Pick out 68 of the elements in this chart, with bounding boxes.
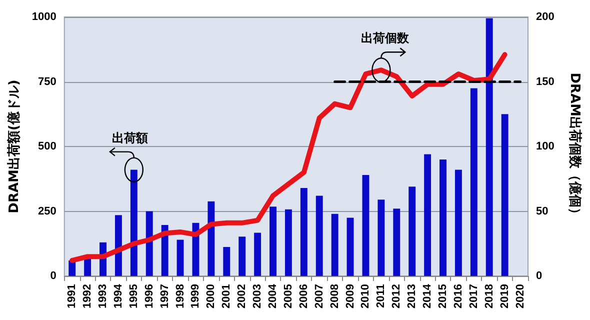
y2-tick-label: 50 bbox=[536, 205, 548, 218]
bar bbox=[362, 174, 370, 276]
x-tick-label: 2011 bbox=[375, 284, 388, 308]
y2-axis-title: DRAM出荷個数（億個） bbox=[567, 72, 583, 220]
bar bbox=[130, 170, 138, 276]
x-tick-label: 2005 bbox=[282, 284, 294, 308]
bar bbox=[238, 236, 246, 276]
x-tick-label: 2017 bbox=[468, 284, 480, 308]
bar bbox=[146, 211, 153, 276]
bar bbox=[501, 114, 508, 276]
x-tick-label: 2008 bbox=[328, 284, 341, 308]
bar bbox=[270, 206, 276, 276]
x-tick-label: 1991 bbox=[66, 284, 78, 308]
bar bbox=[208, 201, 215, 276]
bar bbox=[486, 18, 493, 276]
bar bbox=[300, 188, 308, 276]
x-tick-label: 2006 bbox=[298, 284, 310, 308]
bar bbox=[176, 240, 184, 276]
x-tick-label: 2002 bbox=[236, 284, 248, 308]
y-tick-label: 500 bbox=[38, 140, 56, 152]
y2-tick-label: 150 bbox=[536, 76, 554, 88]
annotation: 出荷額 bbox=[112, 130, 148, 147]
x-tick-label: 2014 bbox=[422, 283, 434, 308]
bar bbox=[331, 214, 338, 276]
bar bbox=[284, 209, 292, 276]
x-tick-label: 1997 bbox=[158, 284, 171, 308]
bar bbox=[254, 232, 262, 276]
x-tick-label: 2003 bbox=[252, 284, 264, 308]
bar bbox=[316, 196, 323, 276]
x-tick-label: 2013 bbox=[406, 284, 418, 308]
bar bbox=[454, 170, 462, 276]
x-tick-label: 1993 bbox=[97, 284, 110, 308]
x-tick-label: 2019 bbox=[498, 284, 511, 308]
y-tick-label: 0 bbox=[50, 270, 56, 282]
x-tick-label: 2000 bbox=[205, 284, 218, 308]
x-tick-label: 2018 bbox=[483, 284, 496, 308]
x-tick-label: 2004 bbox=[267, 283, 280, 308]
bar bbox=[114, 215, 122, 276]
y-tick-label: 1000 bbox=[32, 11, 56, 23]
x-tick-label: 2009 bbox=[344, 284, 356, 308]
bar bbox=[424, 154, 432, 276]
bar bbox=[470, 88, 478, 276]
x-tick-label: 2007 bbox=[313, 284, 326, 308]
x-tick-label: 2016 bbox=[452, 284, 464, 308]
x-tick-label: 2012 bbox=[390, 284, 403, 308]
bar bbox=[223, 246, 230, 276]
bar bbox=[440, 159, 446, 276]
y-axis-title: DRAM出荷額(億ドル) bbox=[6, 80, 22, 214]
bar bbox=[393, 208, 400, 276]
y2-tick-label: 0 bbox=[536, 270, 542, 282]
y-tick-label: 750 bbox=[38, 76, 56, 88]
x-tick-label: 2010 bbox=[360, 284, 372, 308]
x-tick-label: 2020 bbox=[514, 284, 526, 308]
x-tick-label: 1995 bbox=[128, 284, 140, 308]
x-tick-label: 1999 bbox=[190, 284, 202, 308]
x-tick-label: 1996 bbox=[143, 284, 156, 308]
x-tick-label: 1992 bbox=[82, 284, 94, 308]
y2-tick-label: 100 bbox=[536, 140, 554, 152]
x-tick-label: 2001 bbox=[220, 284, 233, 308]
annotation: 出荷個数 bbox=[361, 30, 410, 48]
x-tick-label: 1994 bbox=[112, 283, 124, 308]
bar bbox=[408, 186, 416, 276]
bar bbox=[346, 218, 354, 276]
bar bbox=[378, 200, 385, 276]
y-tick-label: 250 bbox=[38, 205, 56, 218]
x-tick-label: 1998 bbox=[174, 284, 186, 308]
y2-tick-label: 200 bbox=[536, 11, 554, 23]
x-tick-label: 2015 bbox=[437, 284, 449, 308]
